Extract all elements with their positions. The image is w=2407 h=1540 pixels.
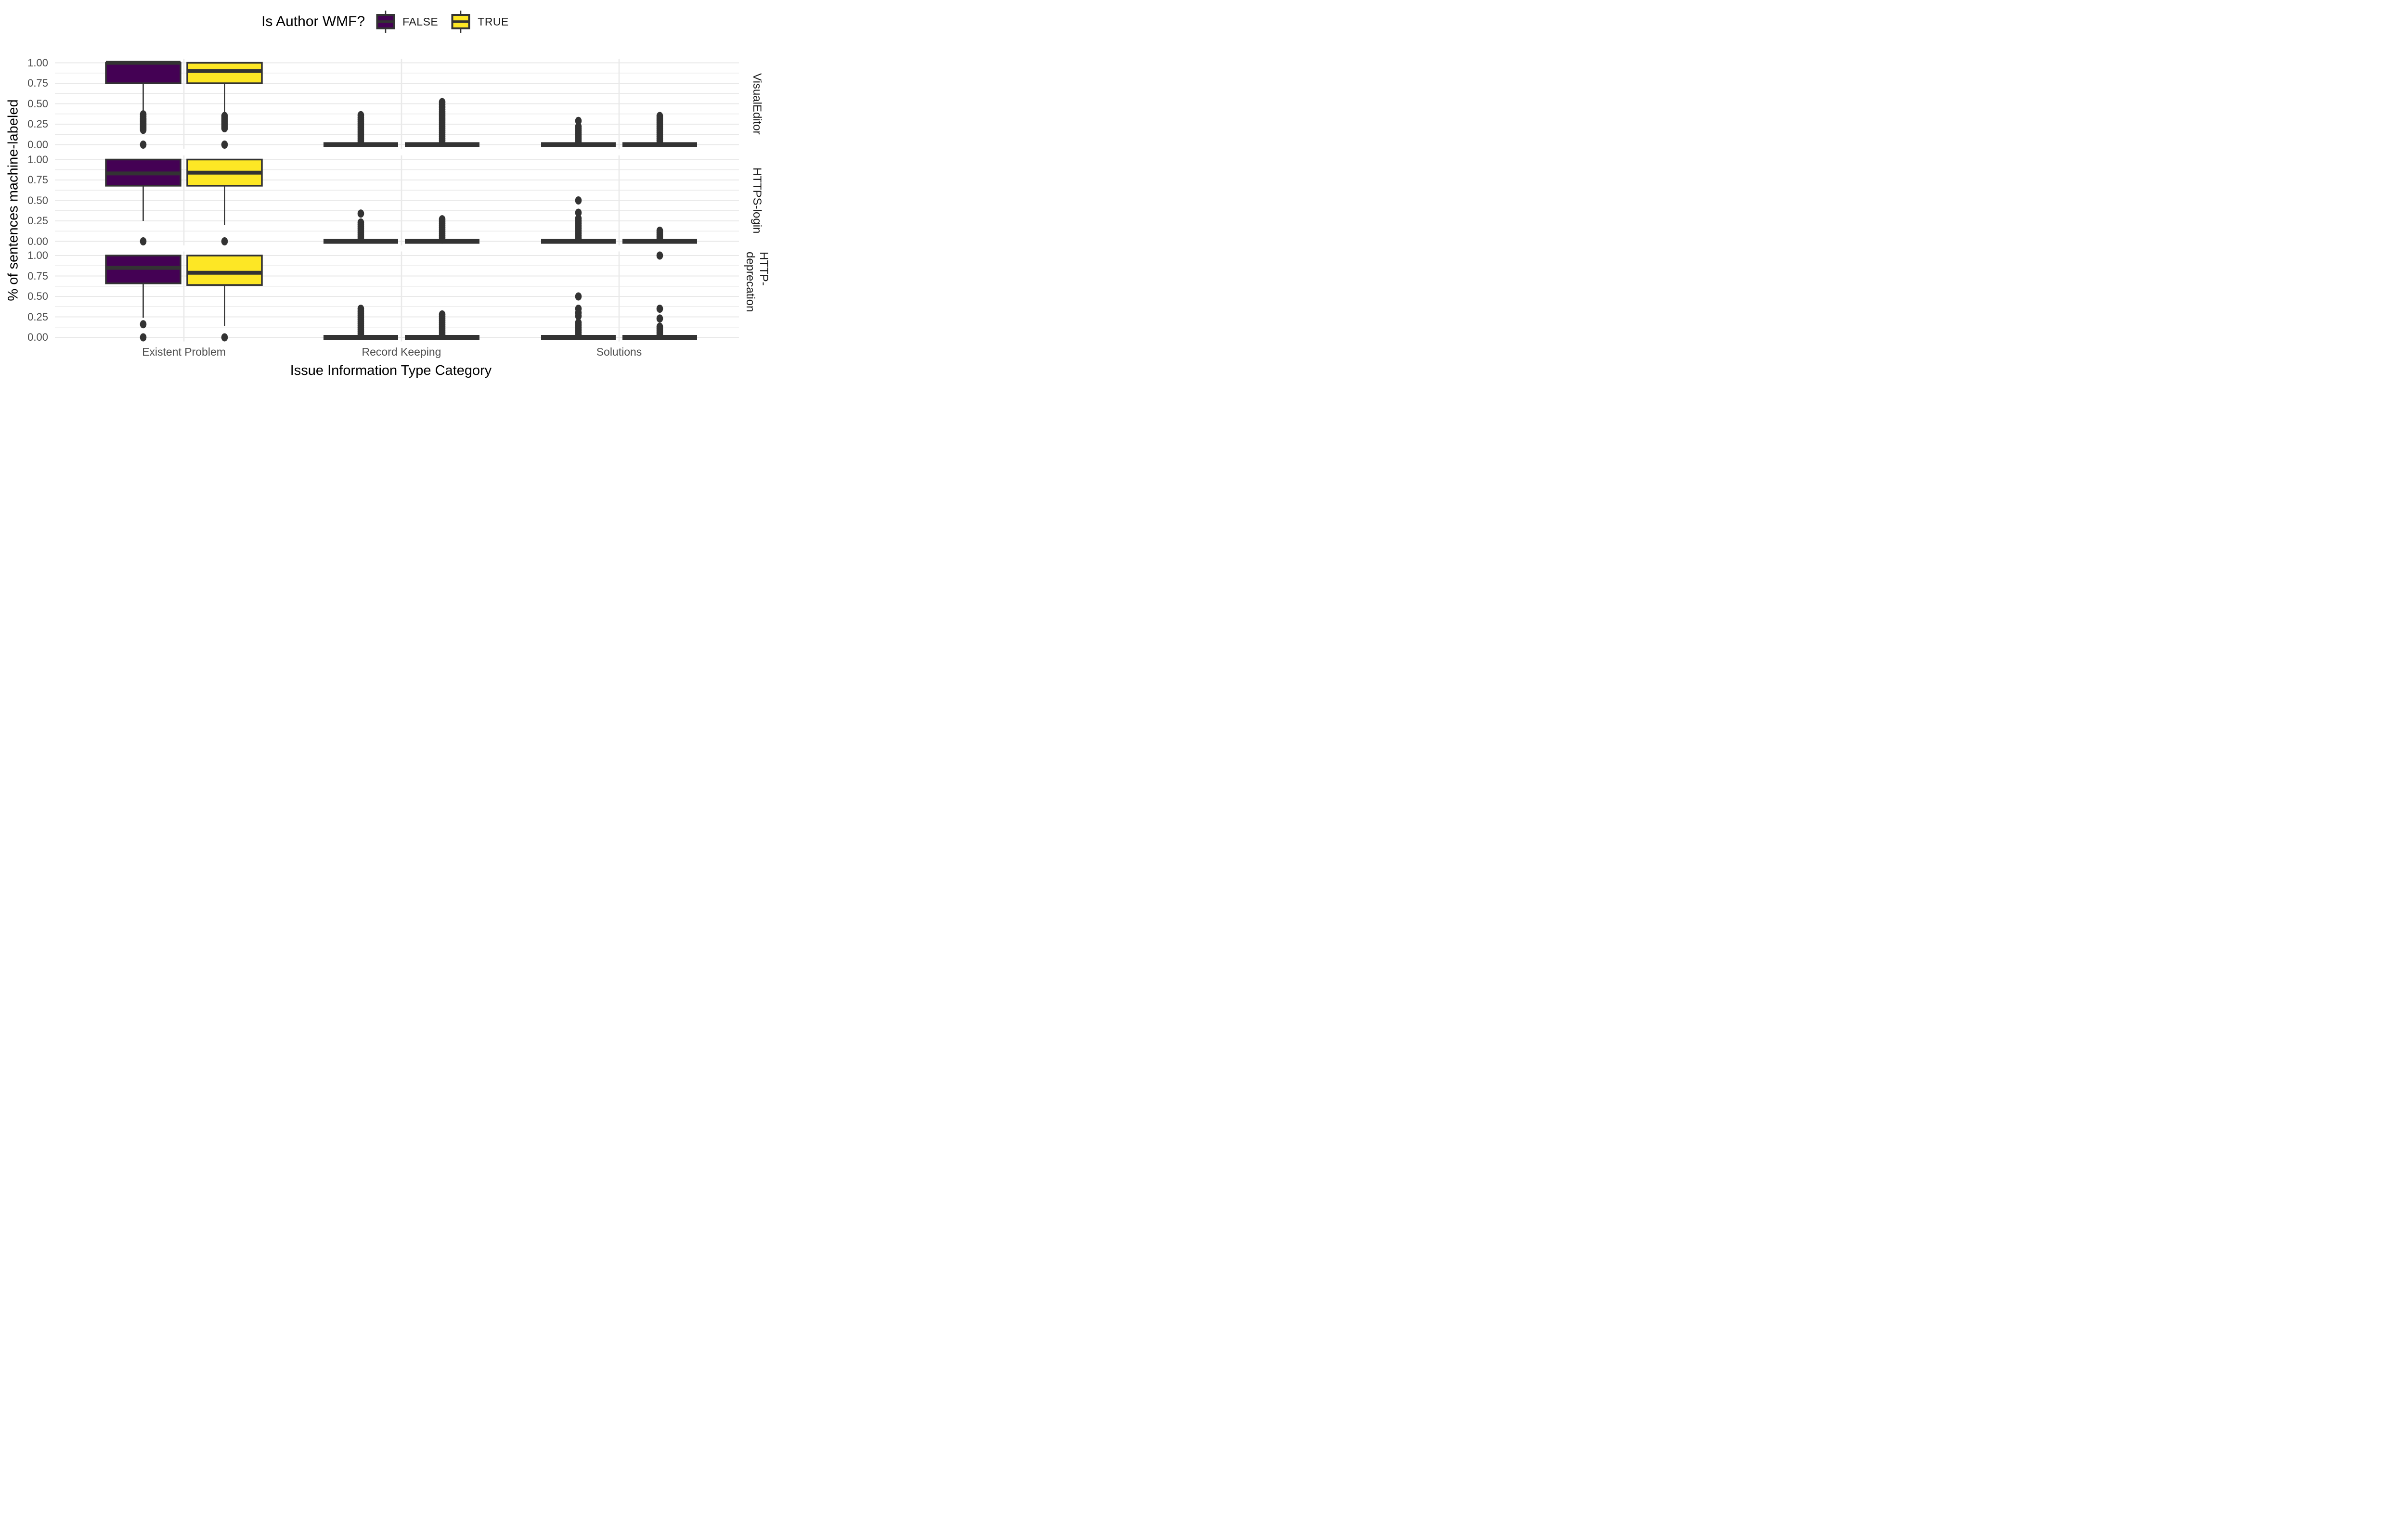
boxplot-outlier-dot xyxy=(439,138,446,147)
boxplot-outlier-dot xyxy=(357,332,364,340)
facet-strip-label: HTTPS-login xyxy=(751,167,764,234)
y-tick-label: 1.00 xyxy=(27,56,48,69)
plot-panels xyxy=(55,59,739,342)
boxplot-outlier-dot xyxy=(575,234,582,243)
boxplot-figure: Is Author WMF? FALSE TRUE % of sentences … xyxy=(0,0,770,385)
boxplot-outlier-dot xyxy=(575,116,582,125)
boxplot-outlier-dot xyxy=(656,251,663,260)
y-tick-label: 0.50 xyxy=(27,194,48,206)
y-tick-label: 0.00 xyxy=(27,331,48,343)
boxplot-outlier-dot xyxy=(140,237,147,245)
x-category-label: Existent Problem xyxy=(142,346,226,358)
x-category-label: Solutions xyxy=(596,346,642,358)
y-tick-label: 0.25 xyxy=(27,118,48,130)
boxplot-outlier-dot xyxy=(656,234,663,243)
boxplot-outlier-dot xyxy=(439,331,446,339)
legend-entry-label: TRUE xyxy=(478,15,509,28)
boxplot-outlier-dot xyxy=(439,235,446,244)
y-tick-label: 0.00 xyxy=(27,138,48,151)
boxplot-outlier-dot xyxy=(357,138,364,146)
boxplot-box xyxy=(186,255,263,286)
legend-boxplot-key-icon xyxy=(376,11,395,33)
boxplot-outlier-dot xyxy=(656,138,663,147)
boxplot-outlier-dot xyxy=(221,333,228,342)
boxplot-outlier-dot xyxy=(575,196,582,205)
x-axis-title: Issue Information Type Category xyxy=(290,363,492,378)
y-tick-label: 0.75 xyxy=(27,270,48,282)
y-tick-label: 0.25 xyxy=(27,310,48,323)
legend-title: Is Author WMF? xyxy=(261,13,365,29)
boxplot-box xyxy=(105,62,181,84)
boxplot-outlier-dot xyxy=(575,208,582,217)
y-tick-label: 0.75 xyxy=(27,174,48,186)
legend-boxplot-key-icon xyxy=(451,11,470,33)
boxplot-outlier-dot xyxy=(575,292,582,301)
legend-entry: TRUE xyxy=(451,11,509,33)
boxplot-outlier-dot xyxy=(575,139,582,147)
boxplot-outlier-dot xyxy=(140,141,147,149)
facet-strip-label: HTTP-deprecation xyxy=(744,251,770,312)
y-tick-label: 0.50 xyxy=(27,97,48,110)
y-tick-label: 0.50 xyxy=(27,290,48,302)
boxplot-outlier-dot xyxy=(656,314,663,323)
y-tick-label: 0.25 xyxy=(27,215,48,227)
boxplot-outlier-dot xyxy=(656,331,663,339)
legend: Is Author WMF? FALSE TRUE xyxy=(0,11,770,33)
boxplot-outlier-dot xyxy=(575,312,582,321)
boxplot-outlier-dot xyxy=(575,331,582,339)
legend-entry-label: FALSE xyxy=(402,15,439,28)
boxplot-box xyxy=(186,62,263,84)
boxplot-outlier-dot xyxy=(140,320,147,329)
boxplot-outlier-dot xyxy=(140,333,147,342)
boxplot-outlier-dot xyxy=(221,237,228,245)
legend-entries: FALSE TRUE xyxy=(375,11,509,33)
boxplot-outlier-dot xyxy=(357,234,364,243)
x-category-label: Record Keeping xyxy=(362,346,441,358)
facet-strip-label: VisualEditor xyxy=(751,73,764,135)
boxplot-outlier-dot xyxy=(221,141,228,149)
y-tick-label: 1.00 xyxy=(27,249,48,261)
boxplot-outlier-dot xyxy=(656,305,663,313)
y-tick-label: 1.00 xyxy=(27,153,48,166)
y-tick-label: 0.00 xyxy=(27,235,48,247)
boxplot-outlier-dot xyxy=(221,124,228,132)
y-tick-label: 0.75 xyxy=(27,77,48,89)
boxplot-outlier-dot xyxy=(357,209,364,218)
boxplot-outlier-dot xyxy=(140,126,147,134)
legend-entry: FALSE xyxy=(375,11,438,33)
